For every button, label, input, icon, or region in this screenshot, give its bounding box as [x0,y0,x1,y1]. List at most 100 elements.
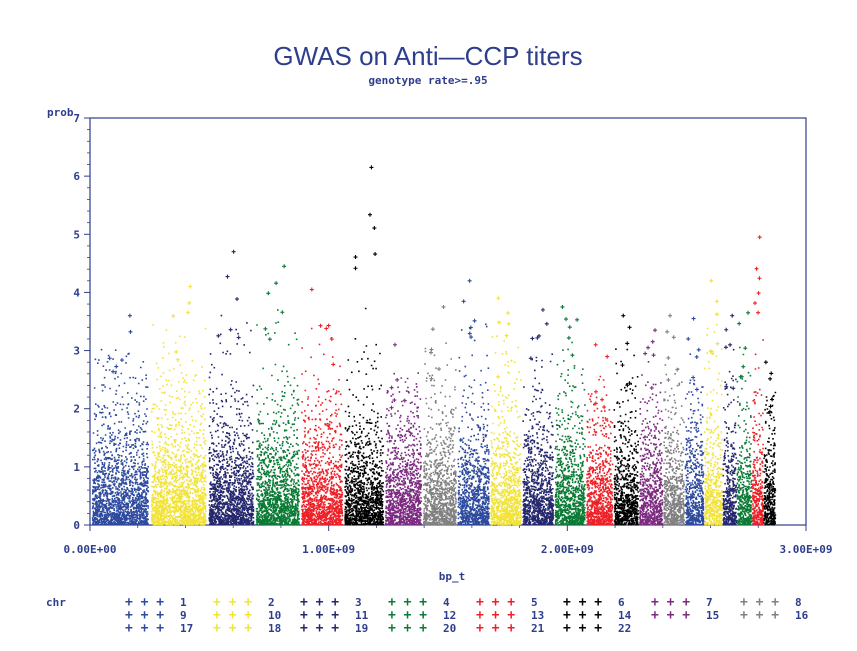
chr-2-top-point [185,310,190,315]
chr-22-top-point [768,376,773,381]
legend-marker-chr-2: + + + [213,595,252,610]
chr-9-points [457,278,490,526]
chr-5-points [301,287,344,526]
x-tick-label: 0.00E+00 [64,543,117,556]
chr-21-top-point [754,266,759,271]
chr-19-top-point [723,345,728,350]
chr-13-top-point [593,342,598,347]
chr-1-top-point [128,329,133,334]
chr-9-top-point [472,318,477,323]
y-axis-label: prob [47,106,74,119]
chr-1-top-point [114,364,119,369]
chr-13-top-point [593,401,598,406]
chr-18-top-point [714,312,719,317]
chr-1-top-point [127,313,132,318]
chr-9-point-cloud [457,323,490,526]
chr-14-top-point [627,325,632,330]
chr-2-top-point [174,349,179,354]
chr-2-top-point [188,284,193,289]
legend-marker-chr-4: + + + [388,595,427,610]
y-tick-label: 6 [73,170,80,183]
chr-10-points [490,296,522,526]
legend-marker-chr-6: + + + [563,595,602,610]
legend-marker-chr-7: + + + [651,595,690,610]
y-tick-label: 4 [73,286,80,299]
chr-10-top-point [496,296,501,301]
chr-19-points [722,313,738,526]
chr-6-top-point [367,212,372,217]
legend-label-chr-8: 8 [795,596,802,609]
chr-15-top-point [653,328,658,333]
chr-6-points [344,165,385,526]
chr-5-top-point [329,337,334,342]
chr-2-top-point [175,357,180,362]
chr-19-top-point [724,327,729,332]
chr-4-top-point [267,337,272,342]
chr-18-top-point [708,349,713,354]
chr-5-top-point [331,362,336,367]
chr-1-top-point [107,356,112,361]
chr-21-top-point [756,310,761,315]
chr-17-top-point [694,354,699,359]
chr-22-top-point [763,360,768,365]
chr-18-top-point [709,278,714,283]
chr-16-top-point [666,355,671,360]
legend-label-chr-22: 22 [618,622,631,635]
chr-6-top-point [369,165,374,170]
legend-label-chr-14: 14 [618,609,632,622]
chr-10-point-cloud [490,335,522,526]
chr-3-top-point [225,274,230,279]
chr-21-top-point [756,291,761,296]
chr-14-point-cloud [613,348,639,526]
chr-3-points [208,249,255,526]
chr-17-top-point [694,387,699,392]
chr-15-point-cloud [639,361,664,526]
chr-11-point-cloud [522,353,555,526]
chr-16-top-point [665,329,670,334]
chr-13-top-point [593,389,598,394]
chr-11-top-point [535,335,540,340]
chr-16-top-point [666,377,671,382]
legend-marker-chr-11: + + + [300,608,339,623]
chr-2-top-point [171,313,176,318]
legend-label-chr-10: 10 [268,609,281,622]
chr-20-top-point [738,374,743,379]
legend-label-chr-12: 12 [443,609,456,622]
chr-16-top-point [671,335,676,340]
chr-21-top-point [752,301,757,306]
chr-12-top-point [570,353,575,358]
chr-20-top-point [746,310,751,315]
chr-13-top-point [602,405,607,410]
y-tick-label: 2 [73,403,80,416]
legend-label-chr-2: 2 [268,596,275,609]
chr-21-top-point [757,276,762,281]
chr-8-point-cloud [422,342,457,526]
legend-marker-chr-22: + + + [563,621,602,636]
x-axis-label: bp_t [439,570,466,583]
chr-22-top-point [770,397,775,402]
y-tick-label: 3 [73,345,80,358]
chr-14-points [613,313,639,526]
chr-19-top-point [731,386,736,391]
chr-20-points [736,310,753,526]
chr-13-points [586,342,614,526]
chr-3-point-cloud [208,314,255,526]
chr-8-top-point [430,327,435,332]
y-axis-ticks: 0 1 2 3 4 5 6 7 [73,112,90,532]
chr-10-top-point [496,374,501,379]
legend-label-chr-5: 5 [531,596,538,609]
y-tick-label: 0 [73,519,80,532]
chr-8-top-point [429,376,434,381]
chr-4-top-point [263,326,268,331]
legend-label-chr-19: 19 [355,622,368,635]
y-tick-label: 7 [73,112,80,125]
chr-13-top-point [600,397,605,402]
legend-marker-chr-10: + + + [213,608,252,623]
legend-marker-chr-16: + + + [740,608,779,623]
chr-12-point-cloud [554,341,586,526]
legend-label-chr-16: 16 [795,609,809,622]
chr-14-top-point [627,381,632,386]
chr-7-point-cloud [384,372,423,526]
chr-16-point-cloud [663,364,685,526]
chr-22-top-point [768,404,773,409]
